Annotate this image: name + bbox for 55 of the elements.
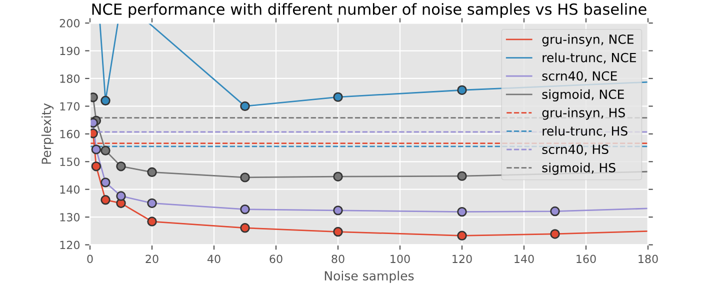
point bbox=[100, 178, 110, 188]
legend-label: sigmoid, HS bbox=[542, 162, 616, 175]
point bbox=[333, 92, 343, 102]
point bbox=[100, 195, 110, 205]
x-tick-label: 140 bbox=[514, 254, 534, 264]
x-tick-label: 180 bbox=[638, 254, 658, 264]
legend-label: gru-insyn, NCE bbox=[542, 34, 634, 46]
point bbox=[147, 167, 157, 178]
point bbox=[100, 146, 110, 156]
x-tick-label: 60 bbox=[270, 254, 282, 264]
x-tick-label: 0 bbox=[87, 254, 93, 264]
point bbox=[550, 206, 560, 216]
point bbox=[457, 206, 467, 217]
point bbox=[91, 144, 102, 154]
point bbox=[457, 85, 467, 95]
y-axis-title: Perplexity bbox=[41, 103, 54, 164]
point bbox=[457, 230, 467, 241]
legend-label: sigmoid, NCE bbox=[542, 89, 624, 102]
point bbox=[91, 161, 102, 172]
legend-label: gru-insyn, HS bbox=[542, 108, 625, 120]
x-tick-label: 120 bbox=[452, 254, 472, 264]
legend-label: relu-trunc, HS bbox=[542, 126, 628, 137]
point bbox=[240, 101, 250, 112]
x-tick-label: 20 bbox=[146, 254, 158, 264]
point bbox=[333, 226, 343, 237]
point bbox=[147, 198, 157, 208]
point bbox=[147, 216, 157, 226]
legend-label: relu-trunc, NCE bbox=[542, 52, 636, 64]
point bbox=[240, 172, 250, 182]
legend-label: scrn40, HS bbox=[542, 144, 608, 156]
y-tick-label: 160 bbox=[60, 130, 80, 138]
point bbox=[550, 229, 560, 239]
point bbox=[457, 171, 467, 181]
x-tick-label: 40 bbox=[207, 254, 220, 264]
point bbox=[333, 172, 343, 182]
y-tick-label: 140 bbox=[60, 185, 80, 194]
point bbox=[240, 204, 250, 214]
legend-label: scrn40, NCE bbox=[542, 71, 617, 82]
x-tick-label: 100 bbox=[390, 254, 410, 264]
y-tick-label: 190 bbox=[60, 46, 80, 56]
point bbox=[100, 96, 110, 106]
point bbox=[116, 161, 126, 172]
point bbox=[116, 191, 126, 201]
y-tick-label: 200 bbox=[60, 19, 80, 28]
point bbox=[333, 206, 343, 216]
point bbox=[240, 223, 250, 233]
x-axis-title: Noise samples bbox=[324, 270, 414, 283]
y-tick-label: 180 bbox=[60, 74, 80, 83]
x-tick-label: 160 bbox=[576, 254, 596, 264]
y-tick-label: 150 bbox=[60, 158, 80, 166]
y-tick-label: 130 bbox=[60, 213, 80, 222]
y-tick-label: 170 bbox=[60, 102, 80, 111]
x-tick-label: 80 bbox=[332, 254, 344, 264]
chart-title: NCE performance with different number of noise samples vs HS baseline bbox=[92, 3, 646, 18]
y-tick-label: 120 bbox=[60, 240, 80, 250]
